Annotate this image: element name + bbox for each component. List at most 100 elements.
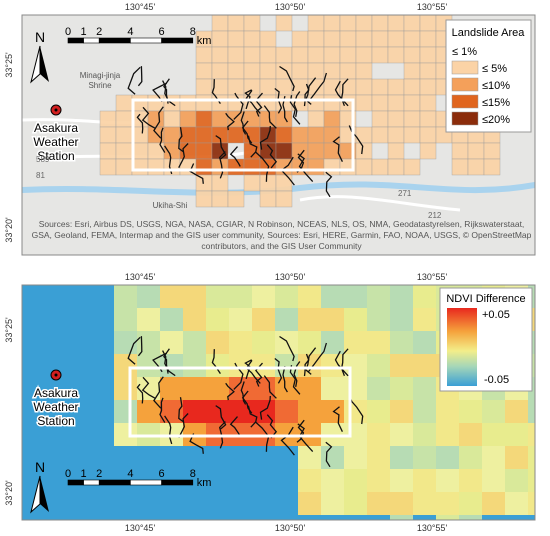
landslide-trace [332, 136, 343, 162]
river [22, 181, 535, 196]
landslide-trace [127, 336, 141, 365]
grid-cell [413, 400, 436, 423]
grid-cell [419, 46, 437, 64]
grid-cell [459, 469, 482, 492]
north-label: N [35, 459, 45, 475]
legend-low: -0.05 [484, 374, 509, 386]
landslide-trace [259, 125, 271, 150]
grid-cell [403, 110, 421, 128]
grid-cell [344, 400, 367, 423]
grid-cell [147, 158, 165, 176]
grid-cell [367, 308, 390, 331]
landslide-trace [159, 397, 166, 423]
grid-cell [206, 331, 229, 354]
legend-swatch [451, 111, 479, 126]
grid-cell [275, 285, 298, 308]
legend-swatch [451, 77, 479, 92]
north-arrow [40, 476, 49, 512]
grid-cell [114, 331, 137, 354]
grid-cell [483, 158, 501, 176]
grid-cell [367, 423, 390, 446]
landslide-trace [334, 80, 349, 107]
grid-cell [436, 515, 459, 520]
grid-cell [321, 446, 344, 469]
grid-cell [298, 354, 321, 377]
grid-cell [403, 94, 421, 112]
grid-cell [307, 126, 325, 144]
grid-cell [227, 15, 245, 32]
scale-segment [83, 37, 100, 44]
grid-cell [275, 400, 298, 423]
grid-cell [367, 400, 390, 423]
grid-cell [482, 400, 505, 423]
grid-cell [115, 110, 133, 128]
grid-cell [259, 30, 277, 48]
grid-cell [298, 492, 321, 515]
grid-cell [413, 285, 436, 308]
road-label: 81 [36, 171, 45, 180]
legend-label: ≤15% [482, 97, 510, 109]
grid-cell [179, 126, 197, 144]
grid-cell [355, 158, 373, 176]
grid-cell [243, 62, 261, 80]
scale-label: 4 [127, 468, 133, 480]
grid-cell [160, 331, 183, 354]
grid-cell [259, 110, 277, 128]
grid-cell [367, 469, 390, 492]
landslide-trace [218, 151, 226, 179]
grid-cell [371, 78, 389, 96]
grid-cell [403, 78, 421, 96]
grid-cell [160, 285, 183, 308]
place-label: Minagi-jinja [80, 71, 121, 80]
grid-cell [339, 46, 357, 64]
grid-cell [206, 377, 229, 400]
grid-cell [403, 158, 421, 176]
grid-cell [436, 446, 459, 469]
landslide-trace [289, 365, 301, 395]
grid-cell [344, 469, 367, 492]
grid-cell [459, 400, 482, 423]
grid-cell [291, 30, 309, 48]
grid-cell [275, 190, 293, 208]
grid-cell [390, 515, 413, 520]
scale-segment [130, 37, 162, 44]
landslide-trace [215, 135, 227, 160]
grid-cell [227, 46, 245, 64]
grid-cell [275, 174, 293, 192]
grid-cell [275, 377, 298, 400]
grid-cell [528, 400, 535, 423]
north-arrow [40, 46, 49, 82]
study-box [131, 98, 355, 172]
grid-cell [367, 377, 390, 400]
grid-cell [99, 158, 117, 176]
grid-cell [163, 142, 181, 160]
grid-cell [413, 308, 436, 331]
grid-cell [413, 469, 436, 492]
grid-cell [367, 354, 390, 377]
grid-cell [387, 78, 405, 96]
grid-cell [390, 492, 413, 515]
grid-cell [183, 377, 206, 400]
place-label: Shrine [88, 81, 112, 90]
landslide-trace [348, 125, 364, 155]
landslide-trace [282, 95, 288, 123]
landslide-trace [159, 127, 166, 153]
grid-cell [344, 492, 367, 515]
road-label: 589 [36, 155, 50, 164]
grid-cell [419, 62, 437, 80]
landslide-trace [127, 66, 141, 95]
grid-cell [307, 142, 325, 160]
landslide-trace [259, 395, 271, 420]
grid-cell [413, 492, 436, 515]
grid-cell [183, 308, 206, 331]
grid-cell [390, 308, 413, 331]
grid-cell [252, 331, 275, 354]
grid-cell [321, 308, 344, 331]
grid-cell [243, 126, 261, 144]
grid-cell [355, 94, 373, 112]
grid-cell [307, 158, 325, 176]
lat-label: 33°25' [4, 317, 14, 343]
scale-unit: km [197, 35, 212, 47]
grid-cell [371, 94, 389, 112]
